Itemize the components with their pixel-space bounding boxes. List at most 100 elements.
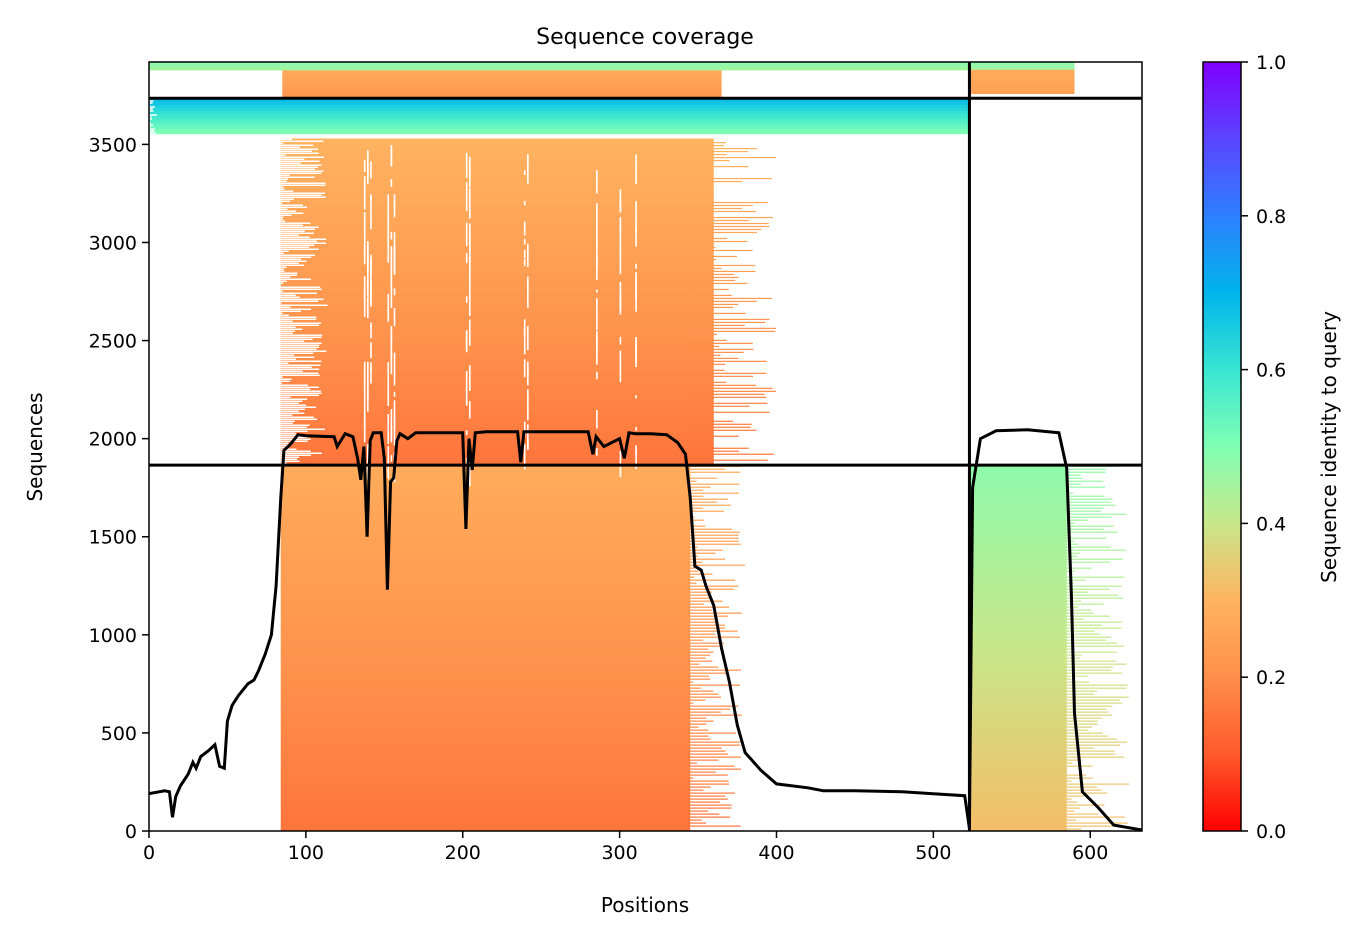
edge-gap [280, 318, 317, 321]
block-tail [688, 522, 691, 524]
edge-gap [280, 280, 287, 283]
block-row [280, 363, 714, 367]
column-gap [370, 362, 372, 384]
block-tail [1064, 642, 1117, 644]
block-tail [688, 510, 725, 512]
block-tail [688, 543, 741, 545]
column-gap [390, 231, 393, 240]
block-row [280, 825, 691, 829]
block-row [280, 741, 691, 745]
block-row [280, 312, 714, 316]
block-tail [1064, 507, 1104, 509]
block-tail [1064, 576, 1125, 578]
block-row [971, 651, 1067, 655]
block-tail [688, 396, 767, 398]
block-row [280, 378, 714, 382]
block-row [149, 118, 970, 123]
block-tail [1064, 756, 1125, 758]
edge-gap [280, 218, 283, 221]
block-tail [1064, 531, 1118, 533]
block-tail [688, 738, 711, 740]
block-row [280, 702, 691, 706]
block-tail [1064, 708, 1107, 710]
block-row [280, 354, 714, 358]
edge-gap [280, 454, 312, 457]
block-tail [688, 591, 712, 593]
block-tail [688, 735, 709, 737]
block-row [280, 195, 714, 200]
block-row [280, 390, 714, 394]
block-tail [1064, 519, 1088, 521]
edge-gap [280, 268, 284, 271]
block-row [971, 720, 1067, 724]
edge-gap [280, 324, 320, 327]
block-row [971, 828, 1067, 831]
block-row [280, 480, 691, 484]
y-tick-label: 1000 [89, 625, 137, 647]
column-gap [523, 238, 526, 245]
block-tail [688, 321, 766, 323]
block-tail [1064, 711, 1109, 713]
block-row [280, 219, 714, 224]
block-tail [1064, 543, 1078, 545]
edge-gap [280, 366, 312, 369]
edge-gap [280, 206, 308, 209]
column-gap [619, 189, 622, 213]
block-tail [688, 600, 723, 602]
block-row [280, 333, 714, 337]
column-gap [527, 361, 529, 377]
edge-gap [280, 228, 316, 231]
edge-gap [280, 328, 303, 331]
block-row [971, 564, 1067, 568]
block-tail [688, 642, 724, 644]
block-row [971, 663, 1067, 667]
block-row [280, 189, 714, 194]
y-tick-label: 1500 [89, 527, 137, 549]
block-tail [1064, 594, 1119, 596]
block-row [280, 438, 714, 442]
block-row [280, 159, 714, 164]
column-gap [393, 201, 396, 218]
block-tail [688, 672, 727, 674]
block-tail [1064, 762, 1073, 764]
block-row [971, 714, 1067, 718]
block-row [149, 101, 970, 105]
edge-gap [280, 336, 322, 339]
block-row [971, 84, 1075, 89]
block-row [149, 124, 970, 129]
block-row [971, 645, 1067, 649]
column-gap [469, 282, 471, 287]
block-row [280, 486, 691, 490]
block-row [280, 246, 714, 250]
column-gap [596, 170, 598, 194]
block-tail [688, 381, 727, 383]
block-tail [688, 579, 736, 581]
edge-gap [280, 144, 314, 147]
block-row [971, 684, 1067, 688]
block-chain-B-top-orange [971, 69, 1075, 94]
block-tail [1064, 549, 1127, 551]
block-row [280, 210, 714, 215]
block-row [280, 750, 691, 754]
block-tail [688, 549, 723, 551]
edge-gap [280, 392, 322, 395]
edge-gap [280, 294, 296, 297]
edge-gap [280, 178, 289, 181]
block-tail [688, 603, 704, 605]
column-gap [469, 188, 471, 219]
edge-gap [280, 296, 300, 299]
block-tail [1064, 513, 1127, 515]
block-row [280, 402, 714, 406]
block-tail [688, 162, 712, 165]
block-tail [688, 201, 768, 204]
block-tail [1064, 645, 1125, 647]
block-tail [1064, 615, 1110, 617]
edge-gap [280, 202, 283, 205]
block-tail [688, 723, 707, 725]
block-tail [688, 747, 722, 749]
edge-gap [280, 160, 320, 163]
block-tail [688, 705, 739, 707]
block-row [971, 75, 1075, 80]
block-row [282, 91, 722, 96]
block-tail [688, 777, 694, 779]
